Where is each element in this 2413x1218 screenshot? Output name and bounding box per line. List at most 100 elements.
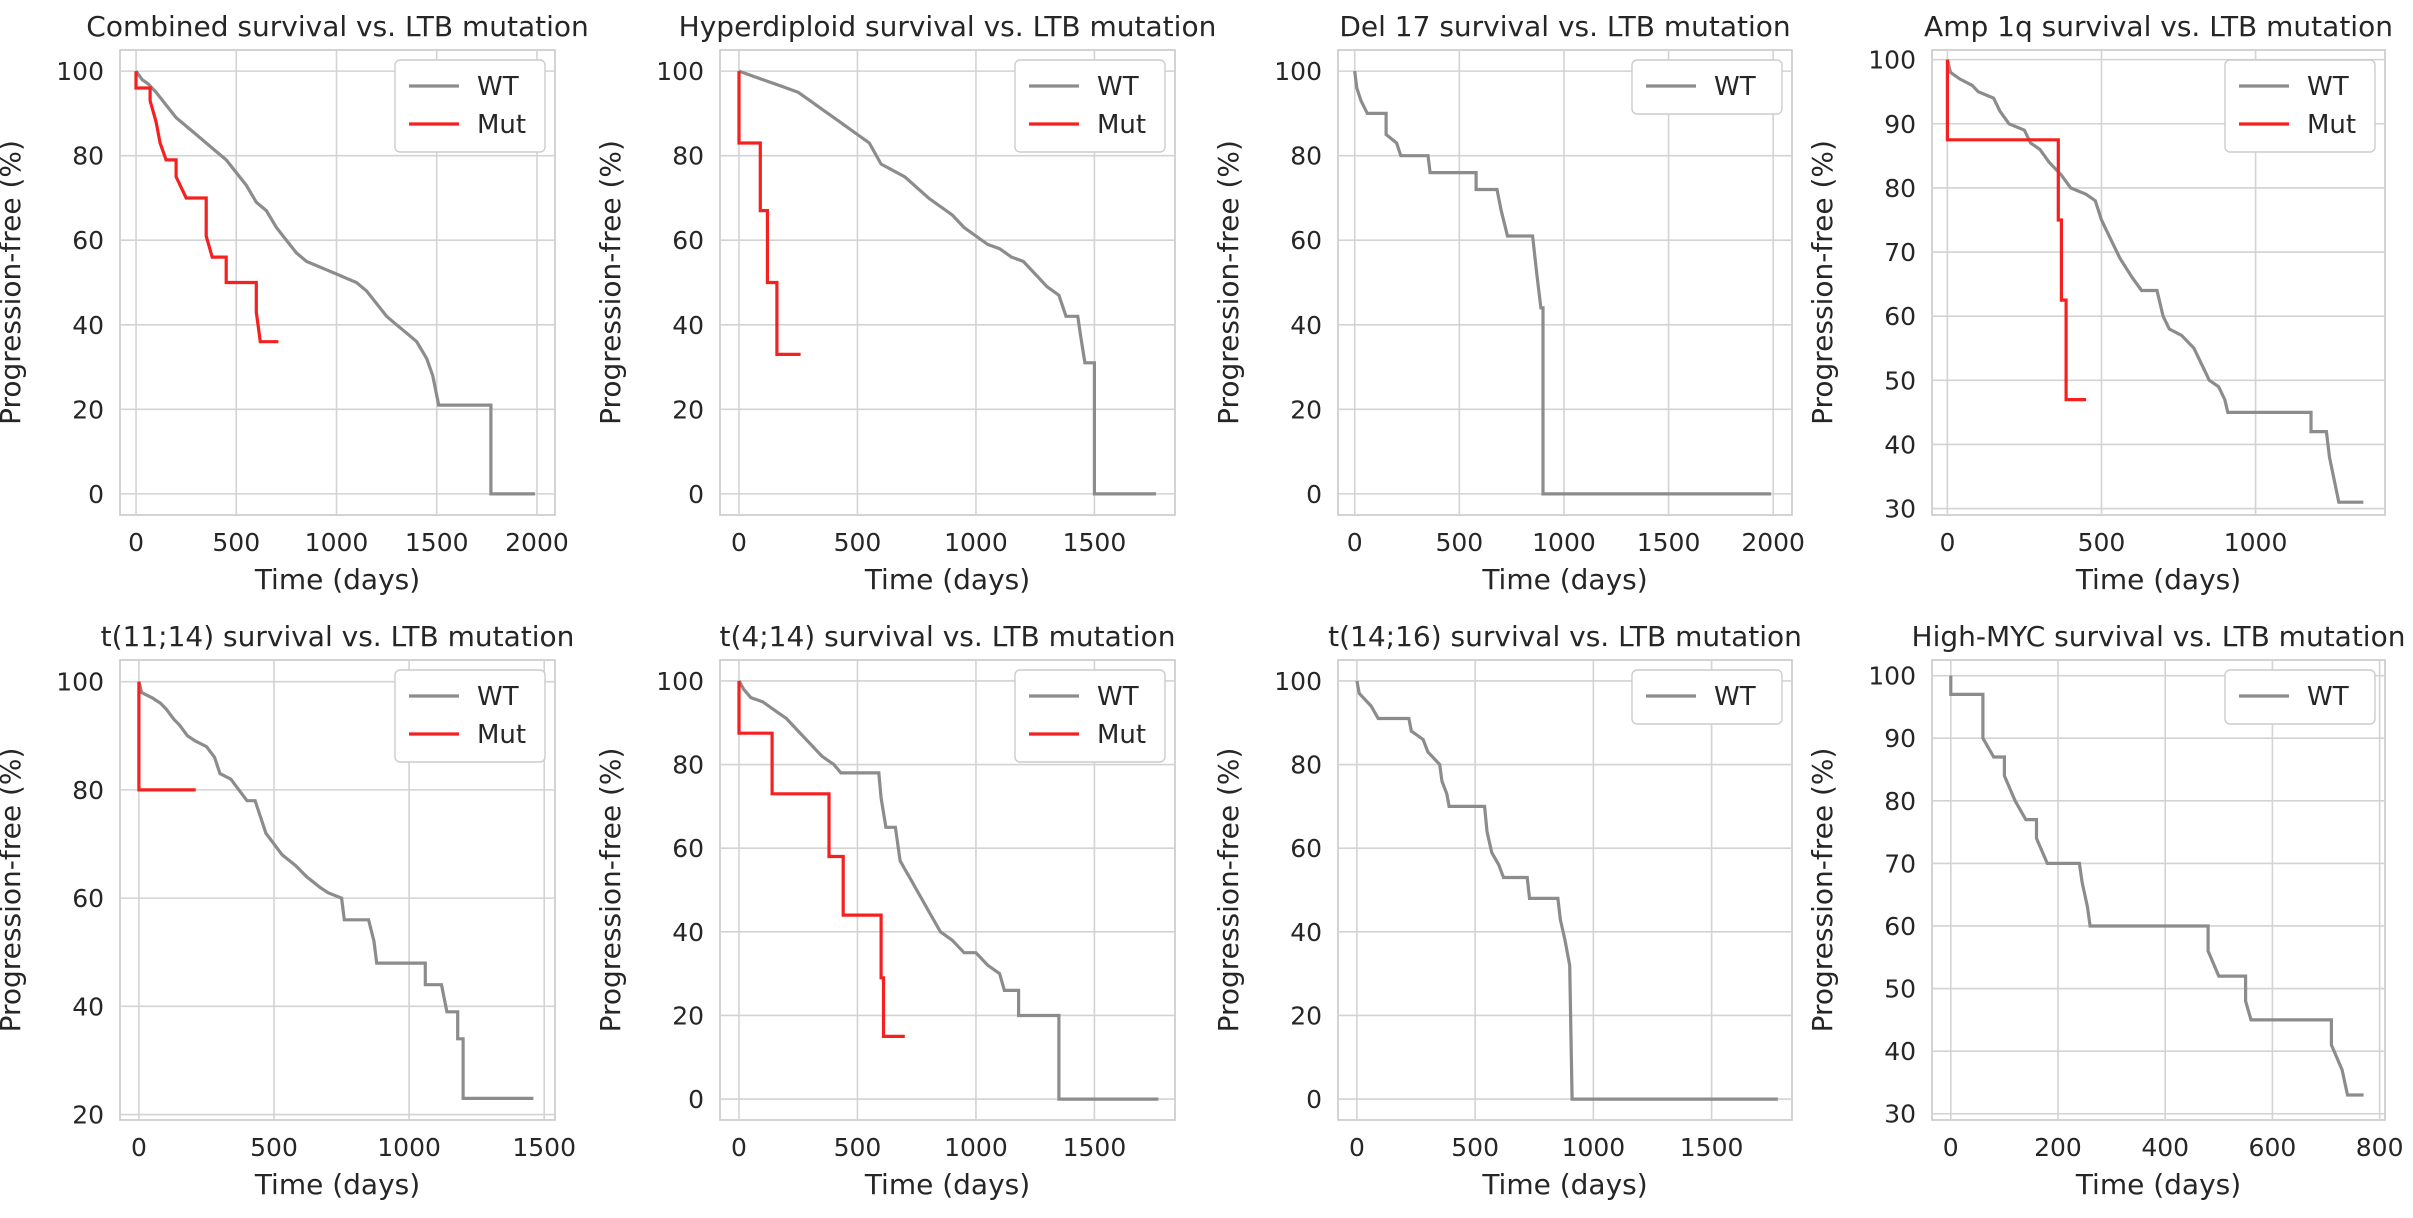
chart-5-y-tick-label: 20	[672, 1001, 704, 1030]
chart-2-legend-label-wt: WT	[1714, 72, 1756, 102]
chart-0-y-tick-label: 20	[72, 395, 104, 424]
chart-5-legend-label-mut: Mut	[1097, 720, 1146, 750]
chart-4-y-tick-label: 20	[72, 1101, 104, 1130]
chart-5-x-tick-label: 1000	[944, 1133, 1008, 1162]
chart-3-y-tick-label: 40	[1884, 430, 1916, 459]
chart-6-x-axis-label: Time (days)	[1481, 1168, 1647, 1201]
chart-6-y-tick-label: 40	[1290, 918, 1322, 947]
chart-0-y-tick-label: 40	[72, 311, 104, 340]
chart-1-title: Hyperdiploid survival vs. LTB mutation	[679, 10, 1217, 43]
chart-5-series-mut-line	[737, 680, 905, 1038]
chart-7-x-tick-label: 200	[2034, 1133, 2082, 1162]
chart-2-x-tick-label: 1500	[1637, 528, 1701, 557]
chart-5-y-tick-label: 100	[656, 667, 704, 696]
chart-1-legend-label-mut: Mut	[1097, 110, 1146, 140]
chart-1-y-tick-label: 60	[672, 226, 704, 255]
chart-6-y-tick-label: 80	[1290, 751, 1322, 780]
chart-5-x-tick-label: 1500	[1063, 1133, 1127, 1162]
chart-2-plot-area	[1337, 49, 1793, 516]
chart-6-x-tick-label: 500	[1451, 1133, 1499, 1162]
chart-2-x-tick-label: 1000	[1532, 528, 1596, 557]
chart-4-legend-box	[394, 669, 546, 763]
chart-0-legend-label-mut: Mut	[477, 110, 526, 140]
chart-0-x-tick-label: 500	[212, 528, 260, 557]
chart-6-legend-label-wt: WT	[1714, 682, 1756, 712]
chart-5-series-wt-line	[737, 680, 1159, 1101]
chart-7-legend-box	[2224, 669, 2376, 725]
chart-2-legend: WT	[1631, 59, 1783, 115]
chart-7-y-tick-label: 70	[1884, 849, 1916, 878]
chart-0-y-tick-label: 60	[72, 226, 104, 255]
chart-4-y-axis-label: Progression-free (%)	[0, 748, 27, 1033]
chart-1-x-tick-label: 1000	[944, 528, 1008, 557]
chart-7-legend: WT	[2224, 669, 2376, 725]
chart-4-x-tick-label: 1000	[377, 1133, 441, 1162]
chart-3-legend-label-mut: Mut	[2307, 110, 2356, 140]
chart-6-x-tick-label: 1500	[1680, 1133, 1744, 1162]
chart-0-legend: WT Mut	[394, 59, 546, 153]
chart-0-x-axis-label: Time (days)	[254, 563, 420, 596]
chart-0-title: Combined survival vs. LTB mutation	[86, 10, 588, 43]
chart-3-y-tick-label: 90	[1884, 110, 1916, 139]
chart-3-y-axis-label: Progression-free (%)	[1806, 140, 1839, 425]
chart-5-y-axis-label: Progression-free (%)	[594, 748, 627, 1033]
chart-1-legend: WT Mut	[1014, 59, 1166, 153]
chart-0-x-tick-label: 1000	[305, 528, 369, 557]
chart-4-series-wt-line	[137, 681, 534, 1100]
chart-0-y-tick-label: 80	[72, 142, 104, 171]
chart-3-title: Amp 1q survival vs. LTB mutation	[1924, 10, 2393, 43]
chart-7-y-tick-label: 30	[1884, 1100, 1916, 1129]
chart-2-x-tick-label: 0	[1347, 528, 1363, 557]
chart-6-y-axis-label: Progression-free (%)	[1212, 748, 1245, 1033]
chart-7-x-tick-label: 400	[2141, 1133, 2189, 1162]
chart-2-title: Del 17 survival vs. LTB mutation	[1339, 10, 1790, 43]
chart-0-series-mut-line	[134, 71, 279, 344]
chart-2-y-tick-label: 20	[1290, 395, 1322, 424]
chart-7-x-tick-label: 800	[2356, 1133, 2404, 1162]
chart-1-x-tick-label: 0	[731, 528, 747, 557]
chart-5-y-tick-label: 0	[688, 1085, 704, 1114]
chart-5-y-tick-label: 80	[672, 751, 704, 780]
chart-3-x-axis-label: Time (days)	[2075, 563, 2241, 596]
chart-1-x-tick-label: 500	[834, 528, 882, 557]
chart-5-legend: WT Mut	[1014, 669, 1166, 763]
chart-7-y-tick-label: 100	[1868, 662, 1916, 691]
chart-3-x-tick-label: 500	[2078, 528, 2126, 557]
chart-7-y-axis-label: Progression-free (%)	[1806, 748, 1839, 1033]
chart-2-panel: 0 500 1000 1500 2000 0 20 40 60 80 100 WT Del 17 sur…	[1212, 10, 1805, 596]
chart-3-series-mut-line	[1945, 59, 2087, 402]
chart-6-y-tick-label: 0	[1306, 1085, 1322, 1114]
chart-3-x-tick-label: 1000	[2224, 528, 2288, 557]
chart-5-legend-label-wt: WT	[1097, 682, 1139, 712]
chart-4-x-tick-label: 0	[131, 1133, 147, 1162]
chart-0-x-tick-label: 0	[128, 528, 144, 557]
chart-2-x-tick-label: 500	[1435, 528, 1483, 557]
chart-2-y-tick-label: 60	[1290, 226, 1322, 255]
chart-3-series-wt-line	[1945, 59, 2364, 504]
chart-7-y-tick-label: 40	[1884, 1037, 1916, 1066]
chart-6-y-tick-label: 20	[1290, 1001, 1322, 1030]
chart-3-y-tick-label: 30	[1884, 495, 1916, 524]
chart-1-y-tick-label: 20	[672, 395, 704, 424]
chart-3-y-tick-label: 50	[1884, 366, 1916, 395]
chart-4-y-tick-label: 60	[72, 884, 104, 913]
chart-2-y-tick-label: 0	[1306, 480, 1322, 509]
chart-5-panel: 0 500 1000 1500 0 20 40 60 80 100 WT Mut t(4;14) sur…	[594, 620, 1176, 1201]
chart-5-x-tick-label: 500	[834, 1133, 882, 1162]
chart-2-y-tick-label: 100	[1274, 57, 1322, 86]
chart-0-y-tick-label: 100	[56, 57, 104, 86]
chart-7-y-tick-label: 90	[1884, 724, 1916, 753]
chart-6-legend-box	[1631, 669, 1783, 725]
chart-0-x-tick-label: 2000	[505, 528, 569, 557]
chart-6-y-tick-label: 100	[1274, 667, 1322, 696]
chart-1-y-tick-label: 0	[688, 480, 704, 509]
chart-1-y-axis-label: Progression-free (%)	[594, 140, 627, 425]
chart-3-x-tick-label: 0	[1939, 528, 1955, 557]
chart-4-panel: 0 500 1000 1500 20 40 60 80 100 WT Mut t(11;14) sur…	[0, 620, 576, 1201]
chart-6-x-tick-label: 0	[1349, 1133, 1365, 1162]
chart-3-y-tick-label: 100	[1868, 46, 1916, 75]
chart-6-y-tick-label: 60	[1290, 834, 1322, 863]
chart-5-title: t(4;14) survival vs. LTB mutation	[720, 620, 1176, 653]
chart-2-y-axis-label: Progression-free (%)	[1212, 140, 1245, 425]
chart-6-title: t(14;16) survival vs. LTB mutation	[1328, 620, 1802, 653]
